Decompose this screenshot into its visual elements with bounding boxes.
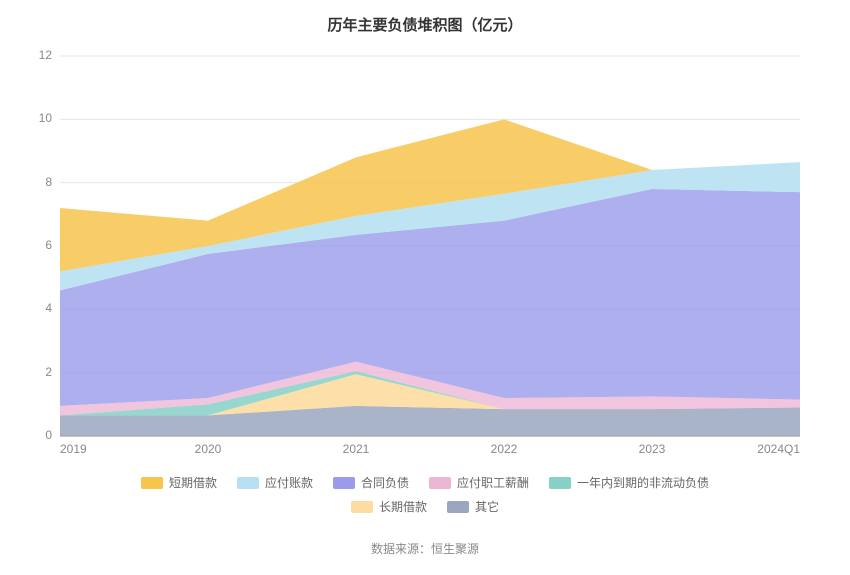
- y-tick-label: 6: [22, 238, 52, 252]
- y-tick-label: 4: [22, 301, 52, 315]
- legend-label: 长期借款: [379, 496, 427, 518]
- legend-swatch: [429, 477, 451, 489]
- x-tick-label: 2024Q1: [720, 442, 800, 456]
- y-tick-label: 8: [22, 175, 52, 189]
- legend-label: 应付职工薪酬: [457, 472, 529, 494]
- legend-swatch: [447, 501, 469, 513]
- x-tick-label: 2020: [168, 442, 248, 456]
- legend-label: 其它: [475, 496, 499, 518]
- x-tick-label: 2019: [60, 442, 140, 456]
- legend-item[interactable]: 长期借款: [351, 496, 427, 518]
- plot-area: [60, 56, 800, 436]
- legend-swatch: [333, 477, 355, 489]
- x-tick-label: 2023: [612, 442, 692, 456]
- legend-label: 合同负债: [361, 472, 409, 494]
- legend-item[interactable]: 应付账款: [237, 472, 313, 494]
- legend-item[interactable]: 其它: [447, 496, 499, 518]
- y-tick-label: 2: [22, 365, 52, 379]
- chart-container: 历年主要负债堆积图（亿元） 0 2 4 6 8 10 12 2019 2020 2021 2022…: [0, 0, 850, 575]
- y-tick-label: 0: [22, 428, 52, 442]
- stacked-area-svg: [60, 56, 800, 436]
- x-tick-label: 2021: [316, 442, 396, 456]
- legend-swatch: [141, 477, 163, 489]
- legend-item[interactable]: 短期借款: [141, 472, 217, 494]
- legend-item[interactable]: 一年内到期的非流动负债: [549, 472, 709, 494]
- legend-swatch: [237, 477, 259, 489]
- data-source-text: 数据来源：恒生聚源: [0, 540, 850, 557]
- legend-label: 应付账款: [265, 472, 313, 494]
- x-tick-label: 2022: [464, 442, 544, 456]
- legend-swatch: [351, 501, 373, 513]
- y-tick-label: 10: [22, 111, 52, 125]
- legend-item[interactable]: 合同负债: [333, 472, 409, 494]
- y-tick-label: 12: [22, 48, 52, 62]
- chart-title: 历年主要负债堆积图（亿元）: [0, 0, 850, 35]
- legend-swatch: [549, 477, 571, 489]
- legend-label: 一年内到期的非流动负债: [577, 472, 709, 494]
- chart-legend: 短期借款 应付账款 合同负债 应付职工薪酬 一年内到期的非流动负债长期借款 其它: [0, 472, 850, 520]
- legend-item[interactable]: 应付职工薪酬: [429, 472, 529, 494]
- legend-label: 短期借款: [169, 472, 217, 494]
